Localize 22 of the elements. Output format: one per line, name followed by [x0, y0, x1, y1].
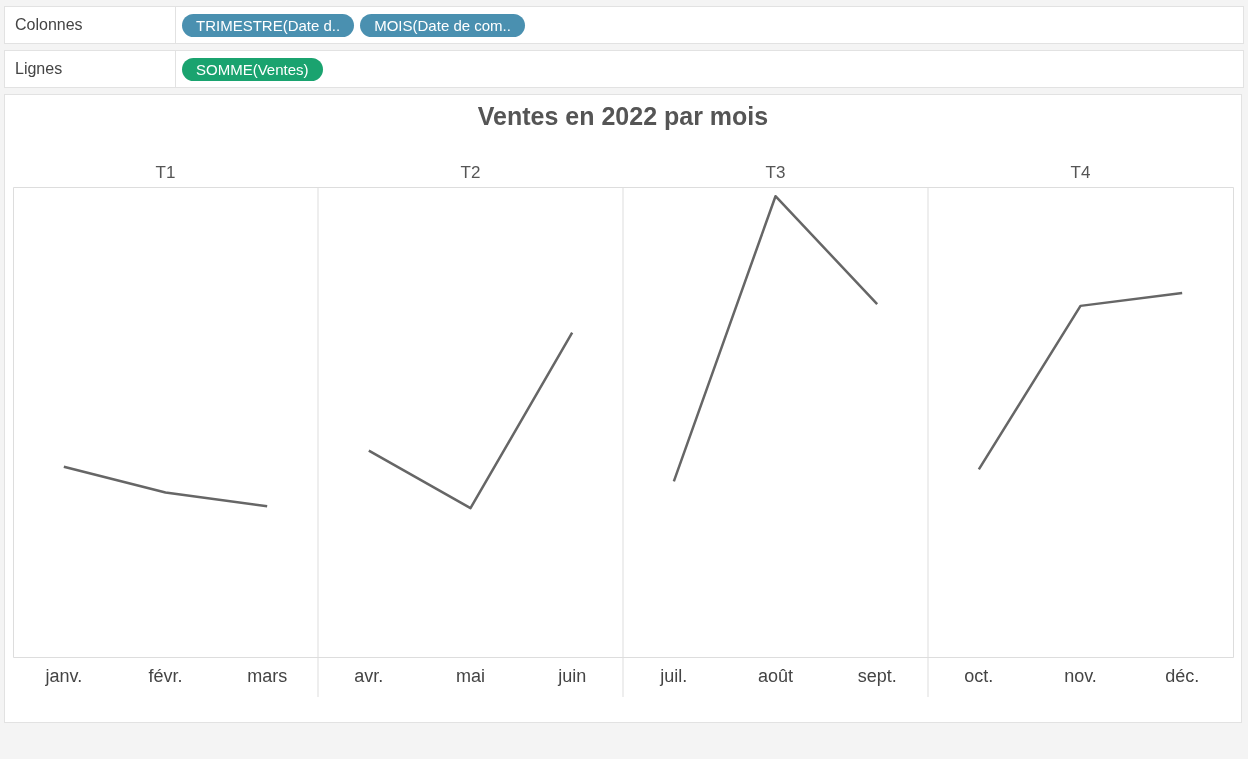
text: Lignes: [5, 51, 176, 87]
text: SOMME(Ventes): [182, 57, 323, 81]
text: T1: [155, 163, 176, 182]
x-tick-label: août: [757, 665, 794, 686]
x-tick-label: avr.: [354, 665, 384, 686]
text: TRIMESTRE(Date d..: [182, 13, 355, 37]
text: MOIS(Date de com..: [360, 13, 525, 37]
x-tick-label: nov.: [1064, 665, 1097, 686]
text: Colonnes: [5, 7, 176, 43]
x-tick-label: déc.: [1165, 665, 1200, 686]
text: T3: [765, 163, 786, 182]
x-tick-label: févr.: [148, 665, 183, 686]
x-tick-label: mai: [455, 665, 486, 686]
x-tick-label: sept.: [857, 665, 897, 686]
x-tick-label: oct.: [964, 665, 994, 686]
text: T2: [460, 163, 481, 182]
x-tick-label: mars: [247, 665, 288, 686]
x-tick-label: janv.: [44, 665, 83, 686]
x-tick-label: juil.: [659, 665, 688, 686]
text: T4: [1070, 163, 1091, 182]
x-tick-label: juin: [557, 665, 587, 686]
chart-title: Ventes en 2022 par mois: [477, 102, 769, 130]
